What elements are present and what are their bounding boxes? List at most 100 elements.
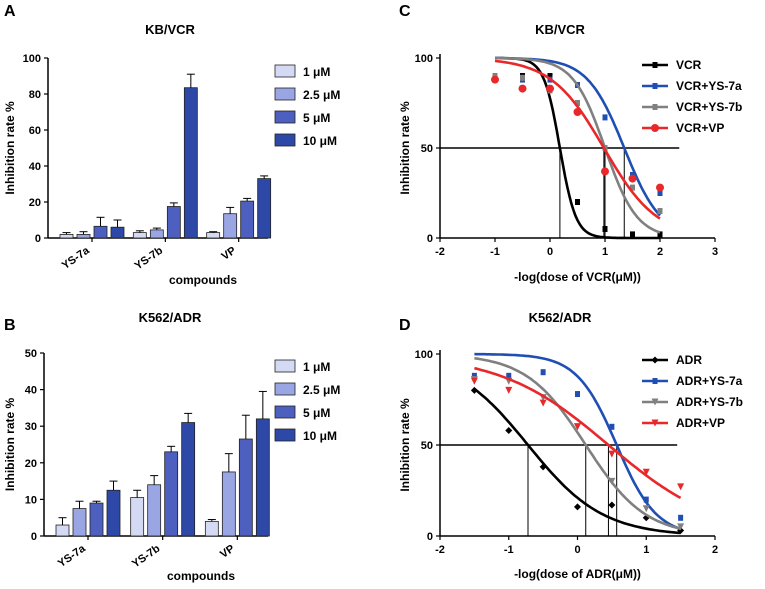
curve-ADR+YS-7b <box>474 357 681 530</box>
y-axis-label: Inhibition rate % <box>3 398 17 492</box>
bar-YS-7b-1 μM <box>130 497 145 537</box>
legend-label: ADR+YS-7a <box>676 374 743 388</box>
data-point <box>652 62 658 68</box>
data-point <box>470 386 478 394</box>
bar-YS-7b-5 μM <box>164 451 179 537</box>
data-point <box>678 514 684 521</box>
bar-VP-10 μM <box>257 178 272 239</box>
legend-label: 5 μM <box>303 111 330 125</box>
data-point <box>628 174 637 183</box>
x-axis-label: compounds <box>167 569 235 583</box>
legend-label: 10 μM <box>303 134 337 148</box>
bar-YS-7b-5 μM <box>166 206 181 239</box>
y-tick-label: 0 <box>427 233 433 245</box>
x-tick-label: YS-7b <box>130 542 163 570</box>
bar-YS-7a-5 μM <box>89 502 104 537</box>
data-point <box>602 226 608 232</box>
x-tick-label: 0 <box>574 544 580 556</box>
x-tick-label: 2 <box>657 246 663 258</box>
data-point <box>651 124 659 132</box>
data-point <box>575 199 580 205</box>
x-tick-label: YS-7b <box>133 244 166 272</box>
data-point <box>657 208 663 214</box>
data-point <box>546 84 554 93</box>
data-point <box>608 501 616 509</box>
data-point <box>520 74 525 81</box>
data-point <box>518 84 527 93</box>
legend-label: 5 μM <box>303 406 330 420</box>
data-point <box>608 450 616 458</box>
y-tick-label: 10 <box>25 494 37 506</box>
legend-label: ADR+YS-7b <box>676 395 743 409</box>
data-point <box>652 104 658 110</box>
bar-YS-7a-2.5 μM <box>72 508 87 537</box>
x-tick-label: 3 <box>712 246 718 258</box>
data-point <box>657 190 663 196</box>
bar-VP-5 μM <box>240 200 255 239</box>
x-tick-label: YS-7a <box>60 244 93 272</box>
legend-label: 2.5 μM <box>303 88 340 102</box>
bar-VP-5 μM <box>238 438 253 537</box>
panel-title: K562/ADR <box>529 310 592 325</box>
x-tick-label: -1 <box>504 544 514 556</box>
data-point <box>470 377 478 385</box>
legend-swatch <box>274 382 296 396</box>
x-tick-label: 0 <box>547 246 553 258</box>
bar-YS-7b-10 μM <box>183 87 198 239</box>
data-point <box>608 477 616 485</box>
data-point <box>540 369 546 376</box>
data-point <box>642 505 650 513</box>
data-point <box>630 184 635 191</box>
data-point <box>602 114 608 121</box>
y-tick-label: 20 <box>25 458 37 470</box>
bar-VP-1 μM <box>204 520 219 537</box>
legend-swatch <box>274 64 296 78</box>
data-point <box>656 183 664 192</box>
legend-swatch <box>274 133 296 147</box>
curve-VCR+VP <box>494 59 661 220</box>
bar-YS-7a-1 μM <box>55 524 70 537</box>
x-tick-label: VP <box>219 245 238 263</box>
data-point <box>601 167 609 176</box>
data-point <box>506 372 512 379</box>
bar-YS-7b-2.5 μM <box>147 484 162 537</box>
y-tick-label: 50 <box>421 143 433 155</box>
bar-YS-7b-2.5 μM <box>149 229 164 239</box>
panel-letter: B <box>4 317 16 334</box>
panel-D: D K562/ADR Inhibition rate % 0 50 100 -2 -1 0 1 2 -… <box>398 310 743 581</box>
data-point <box>643 496 649 503</box>
x-tick-label: 1 <box>602 246 608 258</box>
bar-VP-2.5 μM <box>223 213 238 239</box>
legend-swatch <box>274 110 296 124</box>
data-point <box>547 73 553 79</box>
bar-VP-10 μM <box>255 418 270 537</box>
x-tick-label: -2 <box>435 246 445 258</box>
panel-title: K562/ADR <box>139 310 202 325</box>
y-axis-label: Inhibition rate % <box>398 101 412 195</box>
data-point <box>575 100 580 106</box>
curve-ADR <box>473 387 681 535</box>
legend-label: 10 μM <box>303 429 337 443</box>
legend-label: VCR+YS-7b <box>676 100 742 114</box>
data-point <box>574 423 581 431</box>
legend-swatch <box>274 405 296 419</box>
legend-label: VCR+YS-7a <box>676 79 742 93</box>
x-tick-label: -1 <box>490 246 500 258</box>
data-point <box>573 108 582 116</box>
legend-swatch <box>274 87 296 101</box>
y-tick-label: 100 <box>415 349 433 361</box>
x-tick-label: 2 <box>712 544 718 556</box>
y-axis-label: Inhibition rate % <box>398 398 412 492</box>
x-tick-label: -2 <box>435 544 445 556</box>
legend-label: VCR <box>676 58 702 72</box>
y-tick-label: 100 <box>23 53 41 65</box>
panel-letter: D <box>399 317 411 334</box>
data-point <box>651 356 659 364</box>
legend-label: VCR+VP <box>676 121 724 135</box>
y-tick-label: 50 <box>421 440 433 452</box>
bar-YS-7a-5 μM <box>93 225 108 239</box>
bar-YS-7b-10 μM <box>181 422 196 537</box>
data-point <box>651 419 659 427</box>
y-tick-label: 0 <box>427 531 433 543</box>
